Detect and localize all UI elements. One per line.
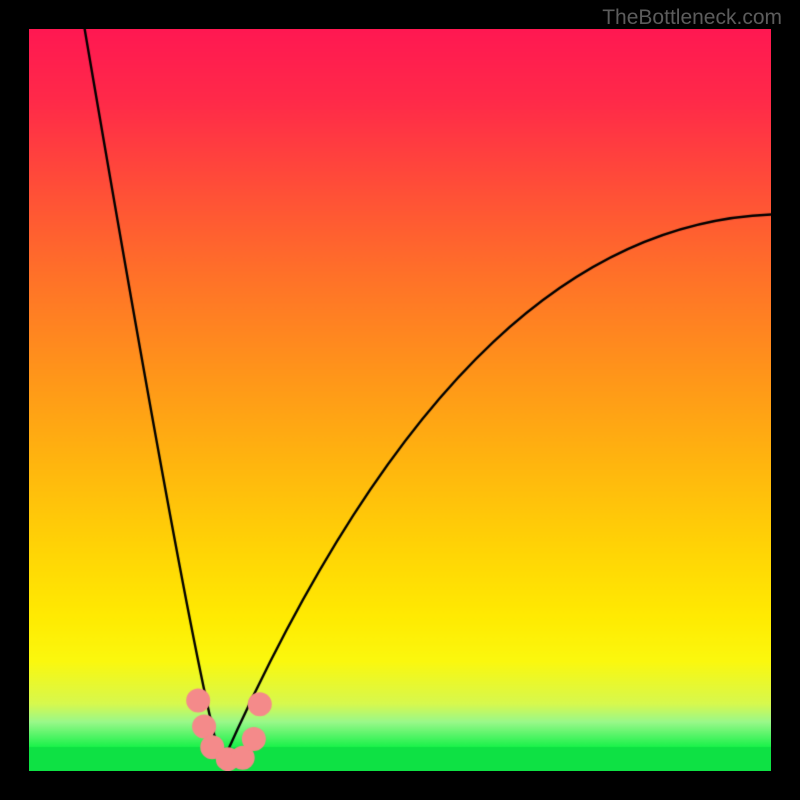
- curve-markers: [29, 29, 771, 771]
- plot-area: [29, 29, 771, 771]
- chart-container: TheBottleneck.com: [0, 0, 800, 800]
- watermark-text: TheBottleneck.com: [602, 6, 782, 30]
